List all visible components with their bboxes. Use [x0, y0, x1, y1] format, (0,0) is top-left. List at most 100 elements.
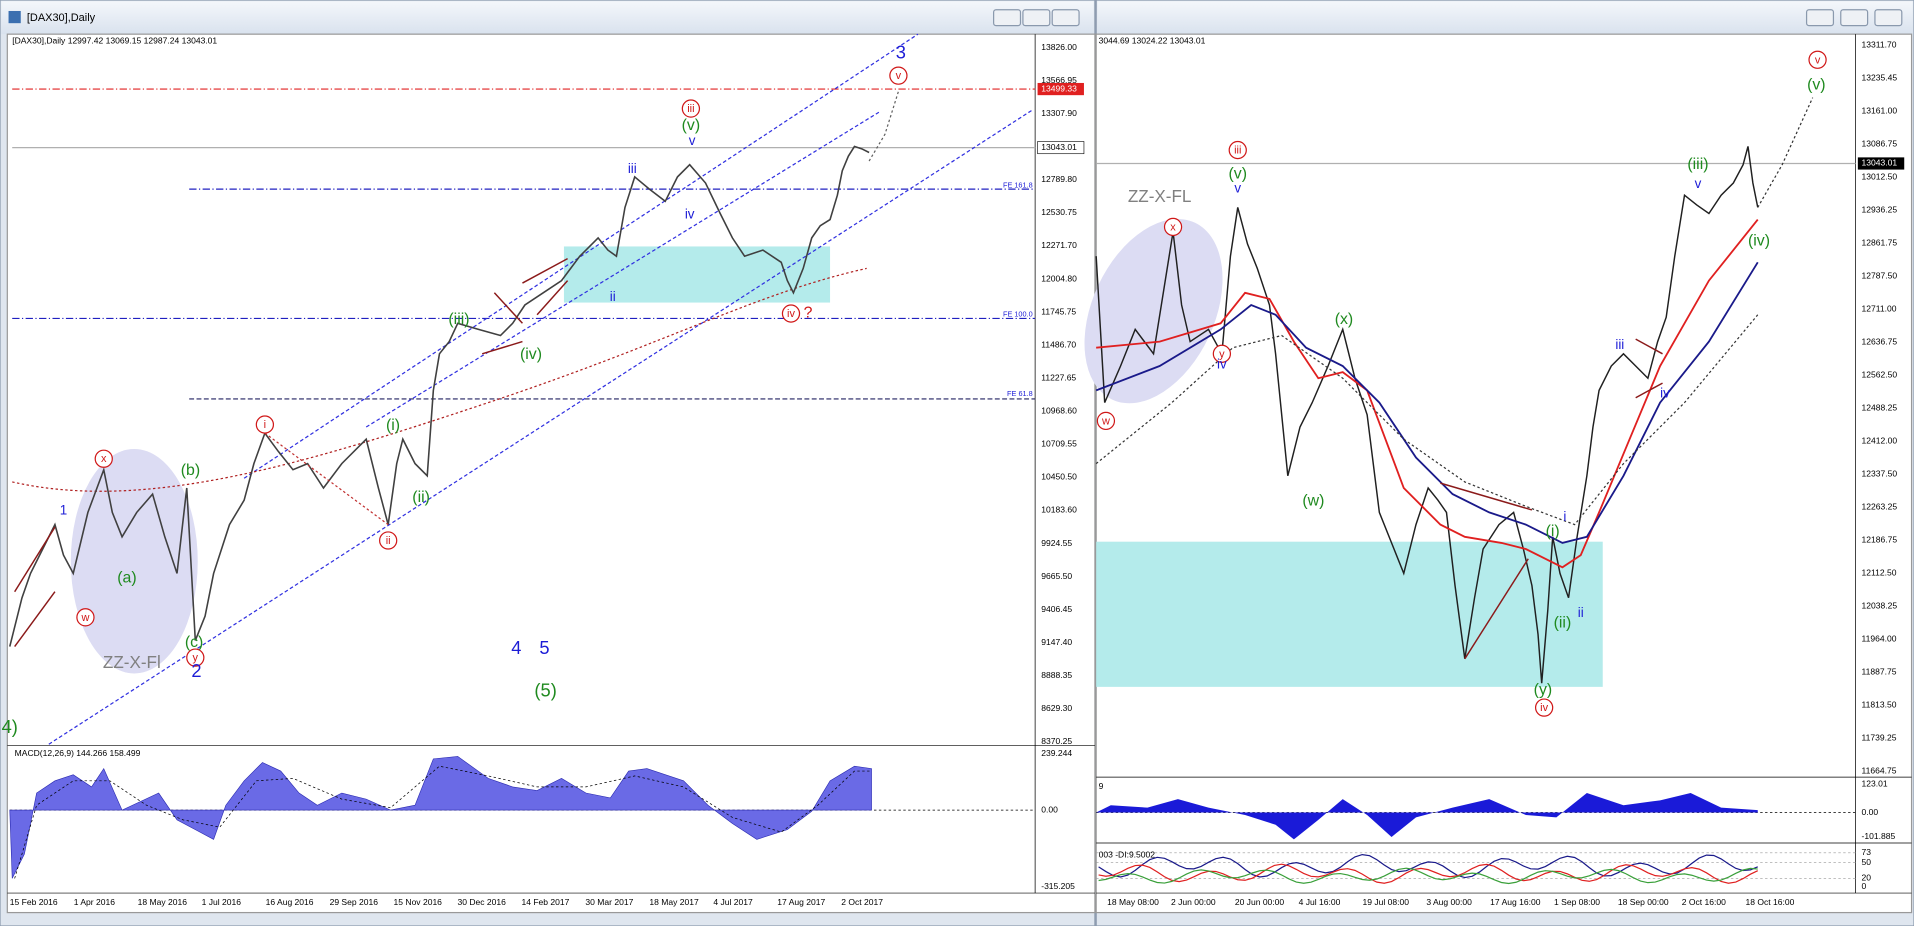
price-label: 11664.75 — [1862, 765, 1897, 775]
price-label: 13307.90 — [1041, 108, 1077, 118]
wave-label: iv — [787, 308, 795, 320]
chart-header: 3044.69 13024.22 13043.01 — [1099, 36, 1206, 46]
indicator-axis-label: 0.00 — [1041, 804, 1058, 814]
wave-label: ZZ-X-Fl — [103, 653, 161, 672]
wave-label: ? — [804, 305, 813, 322]
price-tag — [1037, 141, 1085, 155]
dmi-line — [1098, 867, 1758, 885]
trend-line — [493, 292, 523, 324]
date-label: 16 Aug 2016 — [266, 897, 314, 907]
indicator-axis-label: -101.885 — [1862, 831, 1896, 841]
trend-line — [536, 280, 569, 316]
wave-label: v — [896, 70, 902, 82]
wave-label: x — [1170, 221, 1176, 233]
wave-label: iii — [628, 161, 637, 176]
date-label: 18 Oct 16:00 — [1746, 897, 1795, 907]
price-label: 12488.25 — [1862, 402, 1898, 412]
date-label: 18 Sep 00:00 — [1618, 897, 1669, 907]
minimize-button[interactable] — [993, 9, 1022, 27]
date-label: 30 Dec 2016 — [458, 897, 507, 907]
price-label: 12004.80 — [1041, 273, 1077, 283]
wave-label: v — [1695, 176, 1702, 191]
price-label: 12562.50 — [1862, 369, 1898, 379]
date-label: 17 Aug 2017 — [777, 897, 825, 907]
minimize-button[interactable] — [1805, 9, 1835, 27]
wave-label: i — [264, 419, 266, 431]
date-label: 18 May 2016 — [138, 897, 188, 907]
fib-label: FE 100.0 — [1003, 310, 1033, 319]
channel-line — [365, 111, 880, 428]
price-label: 10450.50 — [1041, 472, 1077, 482]
maximize-button[interactable] — [1022, 9, 1051, 27]
date-label: 18 May 08:00 — [1107, 897, 1159, 907]
projection-line — [1757, 97, 1814, 208]
indicator-axis-label: 0.00 — [1862, 807, 1879, 817]
price-label: 11745.75 — [1041, 306, 1076, 316]
wave-label: iii — [1615, 337, 1624, 352]
date-label: 15 Nov 2016 — [394, 897, 443, 907]
wave-label: (i) — [1546, 523, 1560, 540]
moving-average — [1096, 219, 1759, 569]
wave-label: 1 — [60, 503, 67, 518]
date-label: 29 Sep 2016 — [330, 897, 379, 907]
indicator-axis-label: 123.01 — [1862, 779, 1888, 789]
wave-label: (a) — [117, 569, 136, 586]
indicator-label: MACD(12,26,9) 144.266 158.499 — [15, 748, 141, 758]
price-label: 12263.25 — [1862, 501, 1898, 511]
wave-label: (c) — [185, 634, 204, 651]
trend-line — [1635, 382, 1663, 399]
fib-label: FE 61.8 — [1007, 389, 1033, 398]
date-label: 1 Sep 08:00 — [1554, 897, 1600, 907]
wave-label: (x) — [1335, 311, 1354, 328]
moving-average — [1095, 261, 1759, 544]
indicator-label: 003 -DI:9.5002 — [1099, 849, 1156, 859]
price-label: 9924.55 — [1041, 538, 1072, 548]
date-label: 17 Aug 16:00 — [1490, 897, 1541, 907]
date-label: 19 Jul 08:00 — [1363, 897, 1410, 907]
wave-circle — [1096, 411, 1116, 431]
wave-circle — [1163, 217, 1183, 237]
close-button[interactable] — [1874, 9, 1903, 27]
wave-circle — [186, 648, 205, 667]
wave-label: (y) — [1534, 682, 1553, 699]
price-label: 8629.30 — [1041, 703, 1072, 713]
wave-label: (ii) — [1554, 615, 1572, 632]
indicator-axis-label: -315.205 — [1041, 881, 1075, 891]
wave-label: ZZ-X-FL — [1128, 187, 1192, 206]
price-label: 13566.95 — [1041, 75, 1077, 85]
price-tag — [1857, 157, 1905, 170]
wave-label: (v) — [682, 117, 701, 134]
price-label: 8370.25 — [1041, 736, 1072, 746]
date-label: 30 Mar 2017 — [585, 897, 633, 907]
signal-line — [14, 765, 872, 879]
close-button[interactable] — [1051, 9, 1080, 27]
dmi-line — [1098, 853, 1758, 879]
indicator-axis-label: 20 — [1862, 873, 1872, 883]
wave-circle — [889, 66, 908, 85]
wave-circle — [76, 608, 95, 627]
wave-label: (iv) — [1748, 233, 1770, 250]
wave-circle — [681, 99, 701, 118]
macd-histogram — [9, 756, 872, 879]
price-label: 10709.55 — [1041, 439, 1077, 449]
target-zone — [563, 246, 831, 303]
price-label: 12412.00 — [1862, 435, 1898, 445]
wave-circle — [1808, 50, 1827, 69]
window-icon — [8, 10, 21, 24]
date-label: 1 Jul 2016 — [202, 897, 242, 907]
price-tag-label: 13499.33 — [1041, 83, 1077, 93]
price-label: 10183.60 — [1041, 505, 1077, 515]
wave-line — [264, 432, 389, 526]
trend-line — [522, 258, 568, 284]
price-label: 12112.50 — [1862, 567, 1897, 577]
wave-circle — [1228, 140, 1247, 160]
price-label: 9406.45 — [1041, 604, 1072, 614]
date-label: 1 Apr 2016 — [74, 897, 116, 907]
maximize-button[interactable] — [1840, 9, 1869, 27]
target-zone — [1096, 541, 1603, 687]
price-label: 11964.00 — [1862, 633, 1897, 643]
wave-label: 3 — [896, 42, 906, 63]
wave-circle — [781, 304, 801, 323]
